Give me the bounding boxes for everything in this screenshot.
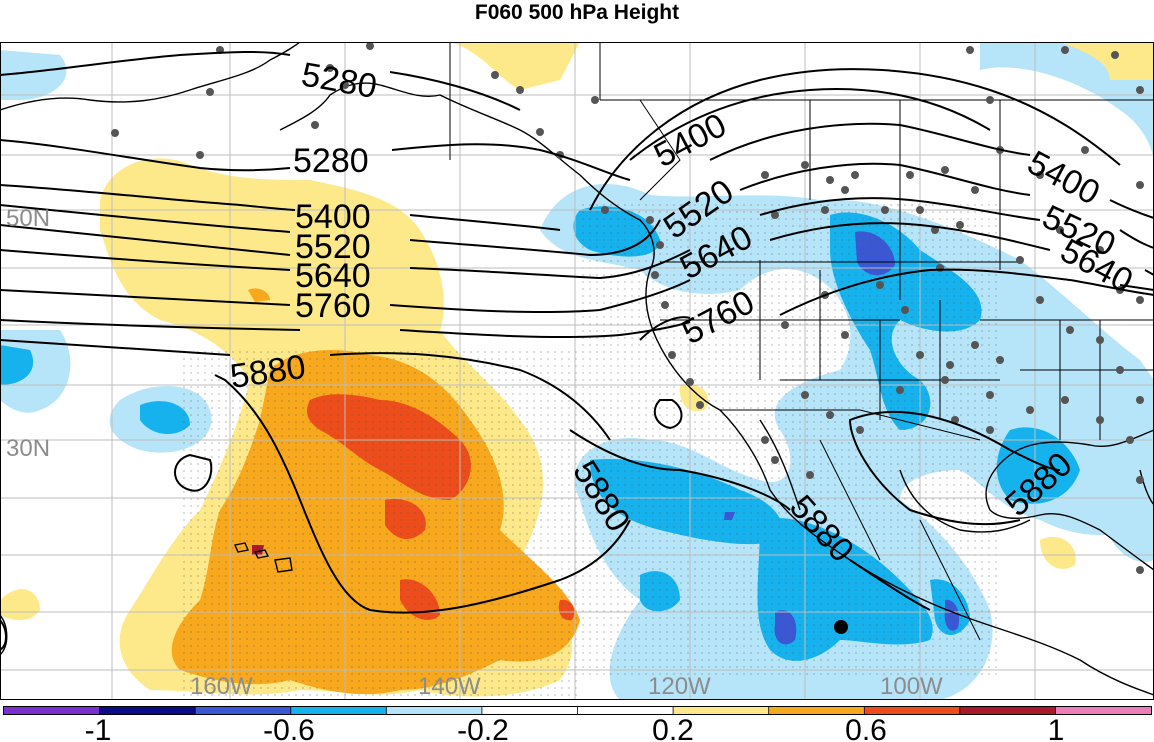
lat-label-50n: 50N	[6, 205, 50, 232]
colorbar-tick-label: -1	[85, 714, 112, 742]
lon-label-140w: 140W	[418, 673, 481, 700]
colorbar-swatch	[195, 707, 292, 714]
contour-label: 5520	[295, 228, 371, 266]
lon-label-100w: 100W	[880, 673, 943, 700]
colorbar-swatch	[673, 707, 770, 714]
colorbar-swatch	[1055, 707, 1152, 714]
lon-label-120w: 120W	[648, 673, 711, 700]
political-borders	[449, 42, 1154, 641]
contour-label: 5640	[295, 257, 371, 295]
yellow-top-right	[1060, 42, 1154, 80]
blue-right-edge	[1100, 430, 1154, 562]
contour-5280-a	[0, 50, 291, 76]
colorbar-swatch	[386, 707, 483, 714]
colorbar-tick-label: 0.2	[652, 714, 694, 742]
colorbar-tick-label: -0.6	[263, 714, 315, 742]
stipple-positive	[180, 350, 580, 700]
colorbar-swatch	[864, 707, 961, 714]
contour-label: 5280	[293, 142, 369, 180]
contour-label: 5400	[295, 198, 371, 236]
yellow-top	[450, 42, 580, 90]
colorbar-tick-label: 1	[1048, 714, 1065, 742]
colorbar-swatch	[481, 707, 578, 714]
colorbar-tick-label: -0.2	[457, 714, 509, 742]
colorbar-swatch	[99, 707, 196, 714]
contour-5280-b	[0, 139, 291, 172]
colorbar-tick-label: 0.6	[845, 714, 887, 742]
colorbar-swatches	[4, 707, 1152, 714]
colorbar-swatch	[959, 707, 1056, 714]
coastlines	[0, 42, 1154, 696]
colorbar-swatch	[4, 707, 101, 714]
colorbar: -1 -0.6 -0.2 0.2 0.6 1	[3, 706, 1152, 742]
colorbar-swatch	[290, 707, 387, 714]
lon-label-160w: 160W	[190, 673, 253, 700]
map-title: F060 500 hPa Height	[474, 1, 680, 24]
blue-top-left	[0, 50, 67, 100]
colorbar-ticks	[99, 707, 1056, 714]
station-markers	[111, 42, 1144, 574]
height-anomaly-map: 5280 5280 5400 5520 5640 5760 5880 5400 …	[0, 42, 1154, 700]
contour-label: 5760	[295, 287, 371, 325]
highlighted-station	[834, 620, 848, 634]
colorbar-swatch	[577, 707, 674, 714]
colorbar-swatch	[768, 707, 865, 714]
lat-label-30n: 30N	[6, 435, 50, 462]
height-contours	[0, 50, 1154, 651]
